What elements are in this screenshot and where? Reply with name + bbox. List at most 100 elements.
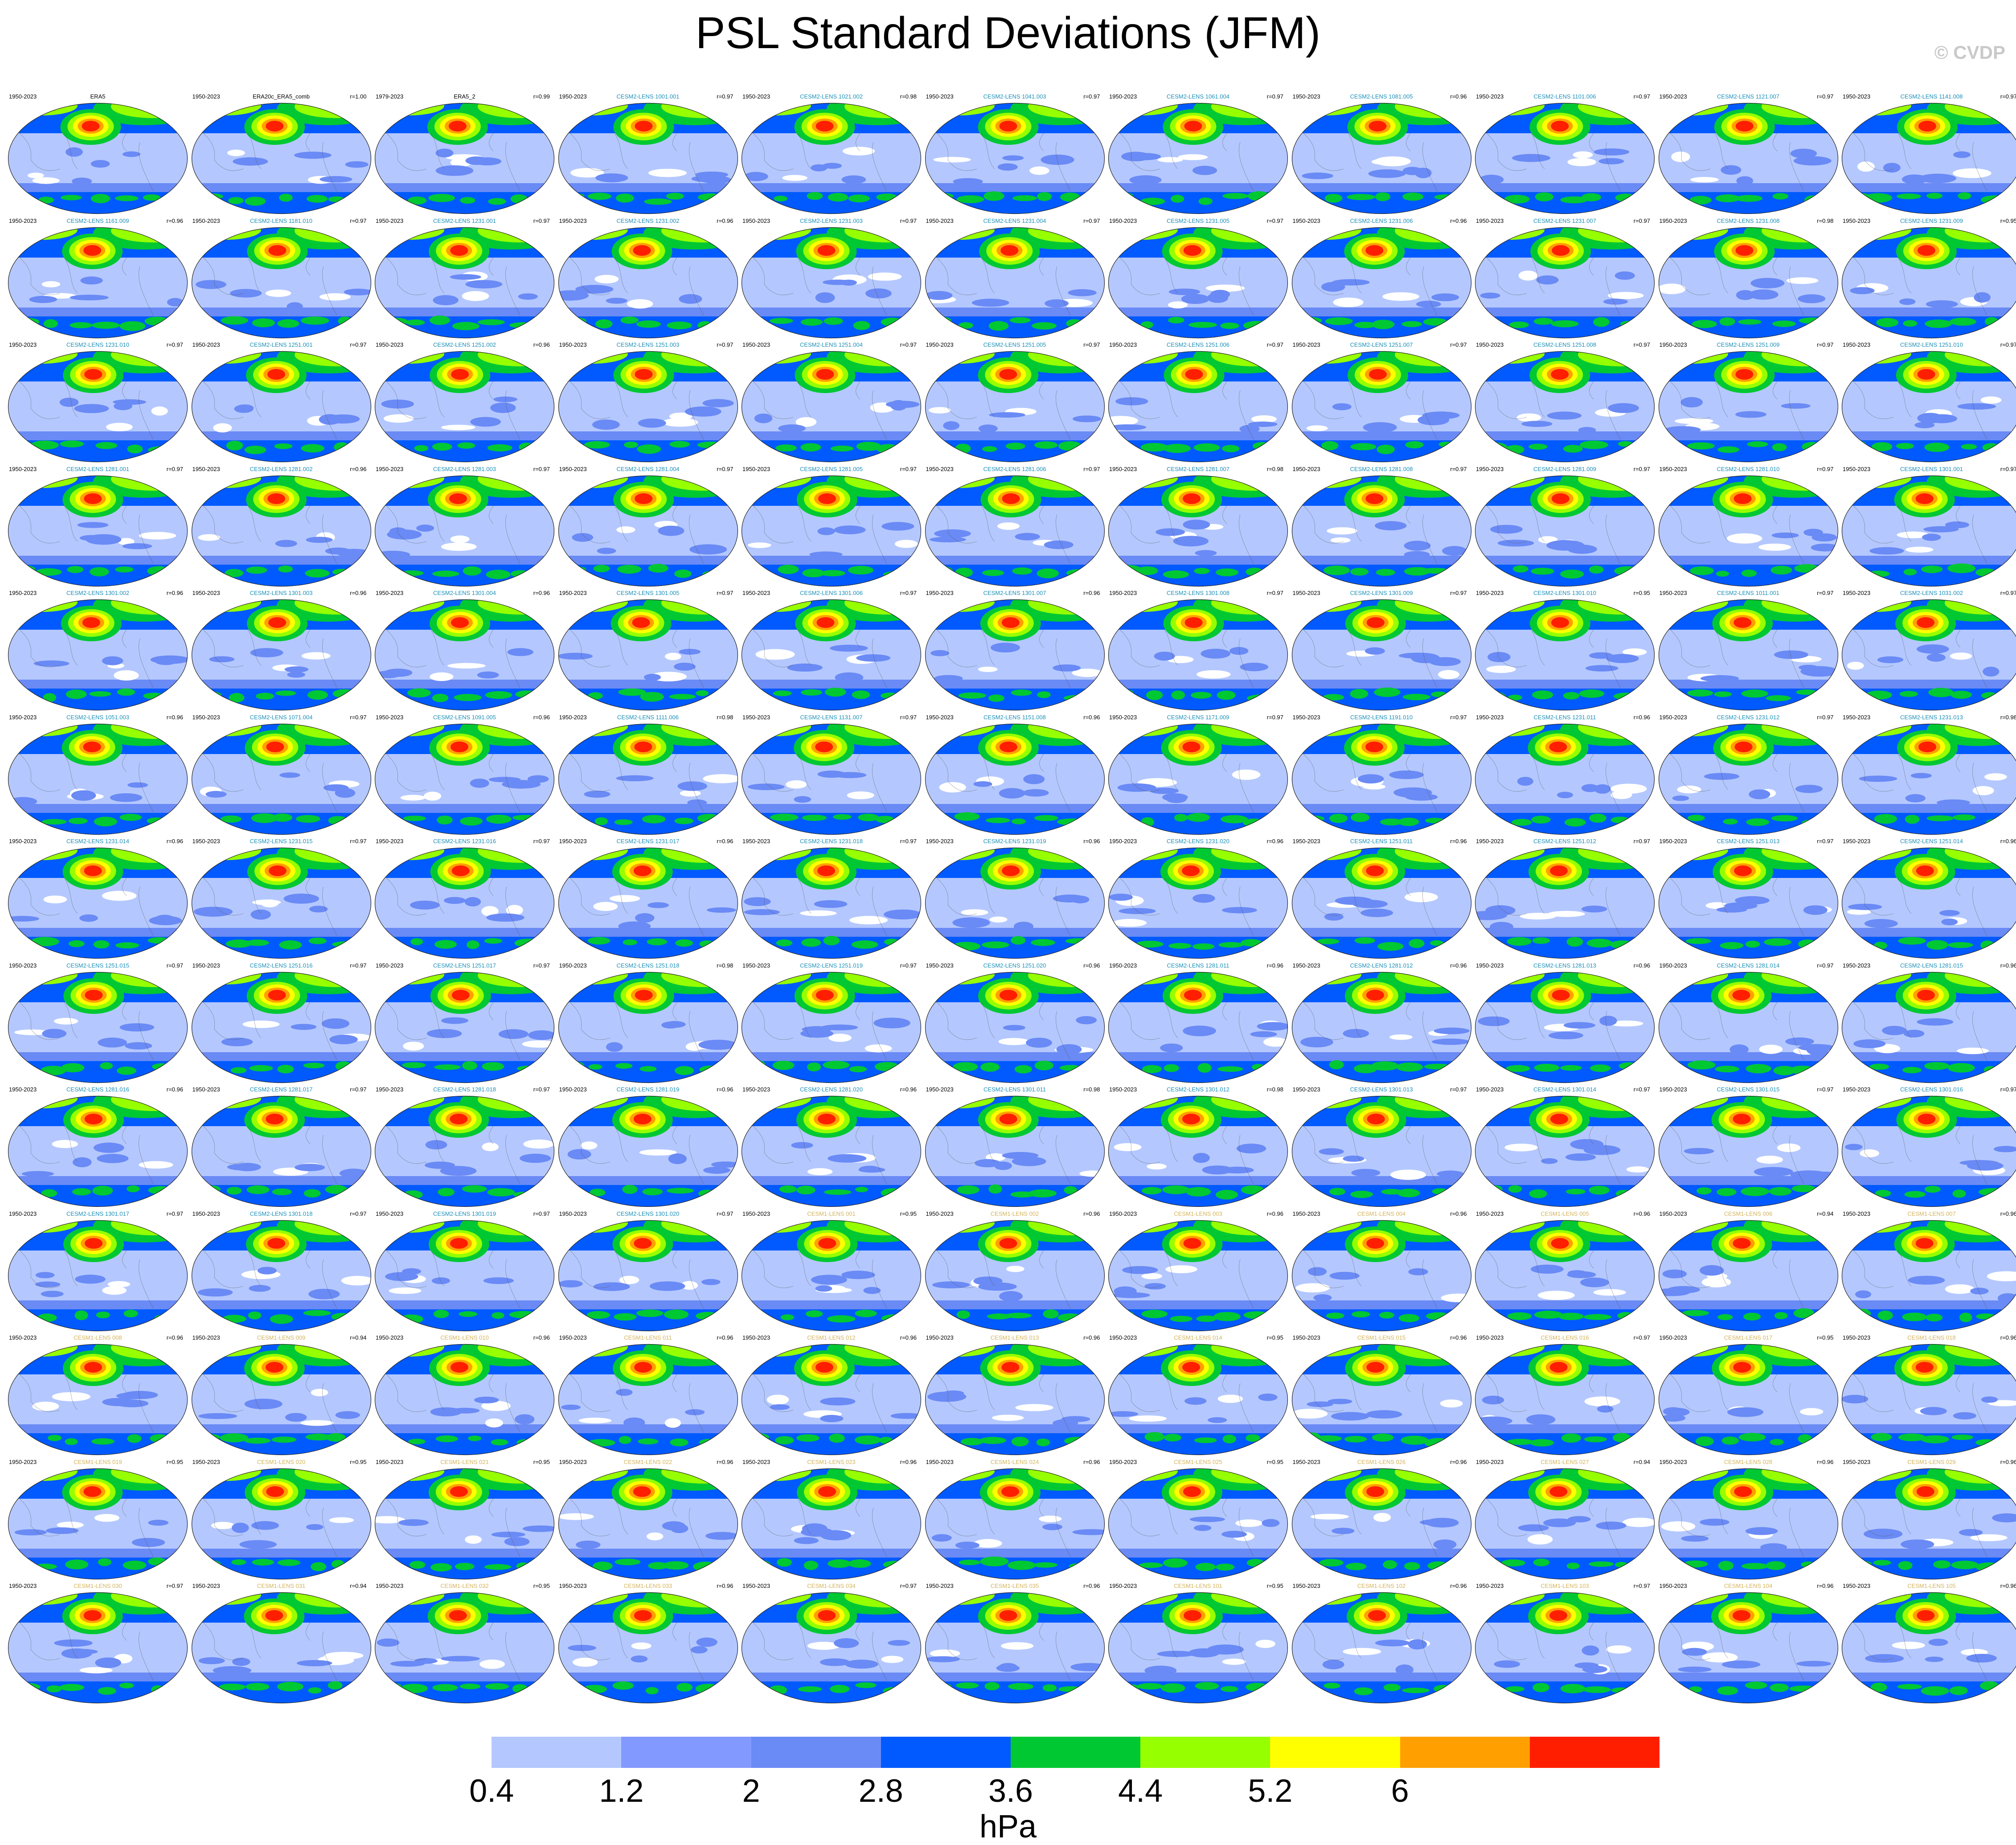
global-map [558,1468,738,1579]
panel-pattern-correlation: r=0.97 [1817,1086,1834,1093]
map-panel: 1950-2023 CESM2-LENS 1301.016 r=0.97 [1840,1084,2016,1208]
panel-title: CESM2-LENS 1231.003 [800,217,863,224]
panel-pattern-correlation: r=0.97 [350,838,367,845]
map-panel: 1950-2023 CESM1-LENS 105 r=0.96 [1840,1581,2016,1704]
panel-title: CESM2-LENS 1301.003 [250,590,313,596]
panel-period: 1979-2023 [376,93,404,100]
panel-period: 1950-2023 [1292,713,1320,721]
panel-title: CESM2-LENS 1251.009 [1717,341,1780,348]
panel-title: CESM1-LENS 026 [1357,1458,1406,1465]
panel-period: 1950-2023 [9,1583,37,1589]
panel-pattern-correlation: r=0.97 [900,838,917,845]
panel-title: CESM2-LENS 1251.013 [1717,838,1780,845]
panel-pattern-correlation: r=0.97 [533,465,550,472]
panel-title: CESM2-LENS 1251.019 [800,962,863,969]
panel-title: CESM1-LENS 027 [1541,1458,1589,1465]
panel-pattern-correlation: r=0.96 [1633,1210,1650,1217]
panel-period: 1950-2023 [192,1583,220,1589]
chart-title: PSL Standard Deviations (JFM) [695,8,1321,58]
global-map [191,723,371,835]
panel-period: 1950-2023 [1109,838,1137,845]
panel-title: CESM1-LENS 015 [1357,1334,1406,1341]
panel-pattern-correlation: r=0.96 [717,838,733,845]
panel-pattern-correlation: r=0.97 [1633,341,1650,348]
global-map [1841,227,2016,338]
panel-title: CESM2-LENS 1301.006 [800,590,863,596]
panel-period: 1950-2023 [559,93,587,100]
map-panel: 1950-2023 CESM1-LENS 101 r=0.95 [1106,1581,1290,1704]
map-panel: 1950-2023 CESM2-LENS 1181.010 r=0.97 [190,216,373,339]
panel-title: CESM2-LENS 1301.020 [616,1210,680,1217]
map-panel: 1950-2023 CESM2-LENS 1021.002 r=0.98 [740,91,923,215]
global-map [741,847,922,959]
map-panel: 1950-2023 CESM2-LENS 1071.004 r=0.97 [190,712,373,836]
panel-period: 1950-2023 [1659,962,1687,969]
panel-title: CESM1-LENS 017 [1724,1334,1773,1341]
panel-period: 1950-2023 [9,713,37,721]
panel-period: 1950-2023 [1109,1334,1137,1341]
global-map [925,723,1105,835]
panel-period: 1950-2023 [1843,1086,1871,1093]
panel-title: CESM2-LENS 1301.008 [1167,590,1229,596]
panel-period: 1950-2023 [1109,1210,1137,1217]
global-map [925,847,1105,959]
panel-title: CESM1-LENS 031 [257,1583,306,1589]
global-map [558,1095,738,1207]
panel-title: CESM2-LENS 1251.003 [616,341,680,348]
panel-title: CESM2-LENS 1251.002 [433,341,496,348]
panel-pattern-correlation: r=0.97 [1633,93,1650,100]
panel-pattern-correlation: r=0.97 [900,341,917,348]
global-map [1841,1220,2016,1331]
panel-pattern-correlation: r=0.97 [1083,93,1100,100]
panel-period: 1950-2023 [376,713,404,721]
map-panel: 1950-2023 CESM2-LENS 1231.014 r=0.96 [6,836,189,959]
panel-pattern-correlation: r=0.97 [533,962,550,969]
map-panel: 1950-2023 CESM2-LENS 1091.005 r=0.96 [373,712,556,836]
panel-pattern-correlation: r=0.96 [1450,838,1467,845]
panel-title: CESM2-LENS 1301.019 [433,1210,496,1217]
global-map [1475,475,1655,586]
panel-pattern-correlation: r=0.96 [2000,1334,2016,1341]
global-map [374,475,555,586]
panel-title: CESM2-LENS 1091.005 [433,713,496,721]
map-panel: 1950-2023 CESM2-LENS 1231.009 r=0.95 [1840,216,2016,339]
map-panel: 1950-2023 CESM2-LENS 1231.004 r=0.97 [923,216,1106,339]
panel-period: 1950-2023 [1109,341,1137,348]
map-panel: 1950-2023 CESM2-LENS 1301.015 r=0.97 [1657,1084,1840,1208]
colorbar-swatch [362,1737,492,1768]
global-map [741,1344,922,1456]
panel-title: CESM1-LENS 011 [624,1334,672,1341]
panel-period: 1950-2023 [1659,1086,1687,1093]
panel-period: 1950-2023 [742,590,770,596]
map-panel: 1950-2023 CESM1-LENS 007 r=0.96 [1840,1209,2016,1332]
panel-pattern-correlation: r=0.94 [350,1334,367,1341]
panel-period: 1950-2023 [1476,713,1504,721]
map-panel: 1950-2023 CESM2-LENS 1251.001 r=0.97 [190,340,373,463]
panel-title: CESM2-LENS 1251.014 [1900,838,1963,845]
panel-pattern-correlation: r=0.97 [1633,465,1650,472]
map-panel: 1950-2023 CESM1-LENS 006 r=0.94 [1657,1209,1840,1332]
panel-pattern-correlation: r=0.96 [1083,713,1100,721]
panel-title: CESM1-LENS 003 [1174,1210,1222,1217]
panel-grid: 1950-2023 ERA5 1950-2023 ERA20c_ERA5_comb r=… [6,91,2016,1704]
map-panel: 1950-2023 CESM2-LENS 1111.006 r=0.98 [557,712,740,836]
global-map [1841,847,2016,959]
panel-pattern-correlation: r=0.96 [900,1086,917,1093]
panel-period: 1950-2023 [1659,713,1687,721]
panel-period: 1950-2023 [1109,1583,1137,1589]
global-map [1108,972,1288,1083]
panel-title: CESM2-LENS 1231.009 [1900,217,1963,224]
map-panel: 1950-2023 CESM2-LENS 1281.008 r=0.97 [1290,464,1473,587]
panel-pattern-correlation: r=0.97 [350,713,367,721]
panel-title: CESM2-LENS 1181.010 [250,217,312,224]
panel-title: CESM2-LENS 1251.015 [66,962,129,969]
panel-period: 1950-2023 [192,341,220,348]
panel-title: CESM2-LENS 1281.006 [983,465,1046,472]
panel-period: 1950-2023 [1476,838,1504,845]
panel-title: CESM2-LENS 1231.002 [616,217,680,224]
colorbar-swatch [1270,1737,1401,1768]
panel-pattern-correlation: r=0.97 [533,1086,550,1093]
panel-pattern-correlation: r=1.00 [350,93,367,100]
panel-pattern-correlation: r=0.96 [2000,838,2016,845]
panel-pattern-correlation: r=0.95 [1817,1334,1834,1341]
